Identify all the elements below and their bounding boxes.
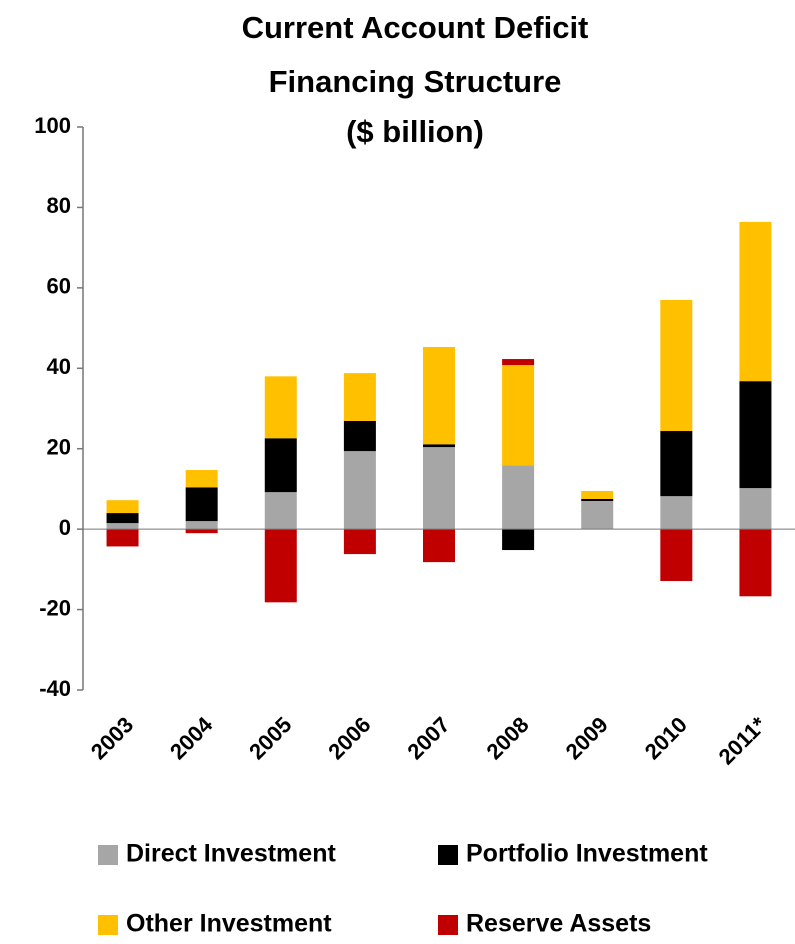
x-tick-label: 2009 [561, 712, 613, 764]
chart-title: Current Account Deficit [242, 10, 589, 45]
bar-segment [423, 444, 455, 448]
legend-label: Reserve Assets [466, 910, 651, 938]
x-tick-label: 2004 [165, 711, 218, 764]
bar-segment [739, 488, 772, 530]
bar-segment [343, 529, 376, 555]
bar-segment [106, 529, 139, 547]
bar-segment [264, 438, 297, 493]
x-tick-label: 2008 [481, 712, 533, 764]
bar-segment [502, 465, 535, 530]
bar-segment [739, 381, 772, 489]
bar-segment [660, 496, 693, 530]
x-tick-label: 2011* [714, 712, 772, 770]
bar-segment [423, 346, 455, 445]
y-tick-label: 60 [47, 274, 71, 299]
bar-segment [343, 373, 376, 421]
legend-label: Other Investment [126, 910, 332, 938]
bar-segment [343, 420, 376, 452]
bar-segment [106, 500, 139, 514]
legend-swatch [438, 845, 458, 865]
bar-segment [423, 529, 455, 563]
x-tick-label: 2003 [86, 712, 138, 764]
y-tick-label: 20 [47, 435, 71, 460]
legend-swatch [98, 845, 118, 865]
bar-segment [502, 365, 535, 466]
bar-segment [581, 490, 614, 499]
bar-segment [264, 376, 297, 439]
bar-segment [581, 498, 614, 501]
bar-segment [264, 492, 297, 530]
bar-segment [581, 500, 614, 530]
y-tick-label: 40 [47, 354, 71, 379]
chart-title: Financing Structure [269, 64, 562, 99]
y-tick-label: 80 [47, 193, 71, 218]
bar-segment [739, 221, 772, 382]
bar-segment [660, 431, 693, 497]
bar-segment [739, 529, 772, 597]
bar-segment [185, 529, 218, 534]
bar-segment [343, 451, 376, 530]
bar-segment [660, 299, 693, 432]
legend-label: Direct Investment [126, 840, 336, 868]
bar-segment [106, 523, 139, 530]
x-tick-label: 2007 [402, 712, 454, 764]
x-tick-label: 2005 [244, 712, 296, 764]
y-tick-label: 0 [59, 515, 71, 540]
bar-segment [185, 521, 218, 530]
bar-segment [502, 359, 535, 366]
bar-segment [660, 529, 693, 582]
y-tick-label: -20 [39, 595, 71, 620]
bar-segment [264, 529, 297, 603]
chart-title: ($ billion) [346, 114, 484, 149]
y-tick-label: -40 [39, 676, 71, 701]
bar-segment [106, 513, 139, 524]
legend-swatch [98, 915, 118, 935]
legend-swatch [438, 915, 458, 935]
y-tick-label: 100 [34, 113, 71, 138]
bar-segment [502, 529, 535, 551]
bar-segment [185, 470, 218, 488]
x-tick-label: 2006 [323, 712, 375, 764]
bar-segment [185, 487, 218, 522]
x-tick-label: 2010 [640, 712, 692, 764]
bar-segment [423, 447, 455, 530]
legend-label: Portfolio Investment [466, 840, 708, 868]
